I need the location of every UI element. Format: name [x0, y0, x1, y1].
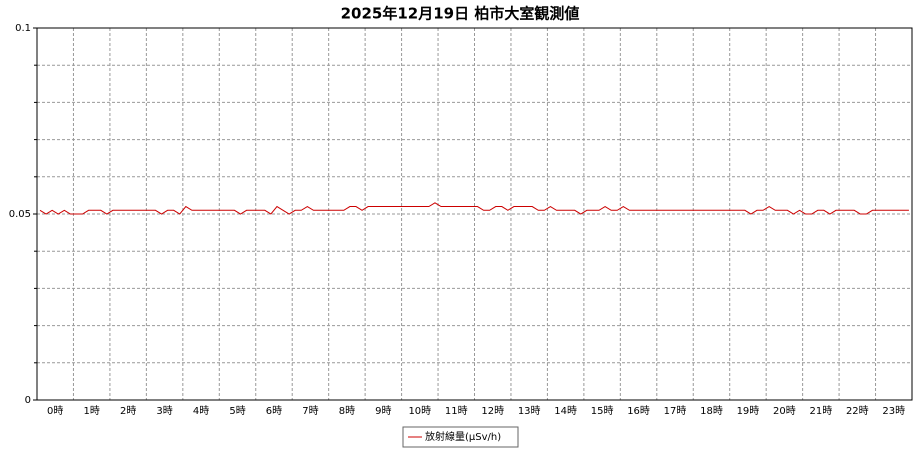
- x-tick-label: 16時: [627, 405, 650, 417]
- x-tick-label: 12時: [481, 405, 504, 417]
- data-line: [39, 202, 909, 215]
- legend: 放射線量(μSv/h): [402, 426, 519, 448]
- x-tick-label: 23時: [882, 405, 905, 417]
- x-tick-label: 11時: [445, 405, 468, 417]
- x-tick-label: 21時: [809, 405, 832, 417]
- x-tick-label: 22時: [846, 405, 869, 417]
- x-tick-label: 6時: [266, 405, 282, 417]
- x-tick-label: 7時: [302, 405, 318, 417]
- x-tick-label: 9時: [375, 405, 391, 417]
- x-tick-label: 8時: [339, 405, 355, 417]
- x-tick-label: 15時: [591, 405, 614, 417]
- x-tick-label: 4時: [193, 405, 209, 417]
- x-tick-label: 13時: [518, 405, 541, 417]
- x-tick-label: 19時: [737, 405, 760, 417]
- x-tick-label: 3時: [156, 405, 172, 417]
- x-tick-label: 17時: [664, 405, 687, 417]
- legend-box: [402, 426, 519, 448]
- x-tick-label: 5時: [229, 405, 245, 417]
- x-tick-label: 10時: [408, 405, 431, 417]
- x-tick-label: 18時: [700, 405, 723, 417]
- plot-frame: [36, 27, 913, 401]
- x-tick-label: 0時: [47, 405, 63, 417]
- y-tick-label: 0: [25, 395, 31, 406]
- y-tick-label: 0.05: [9, 209, 31, 220]
- x-tick-label: 1時: [84, 405, 100, 417]
- legend-label: 放射線量(μSv/h): [425, 430, 501, 443]
- x-tick-label: 14時: [554, 405, 577, 417]
- x-tick-label: 2時: [120, 405, 136, 417]
- chart-title: 2025年12月19日 柏市大室観測値: [341, 5, 580, 23]
- y-tick-label: 0.1: [15, 23, 31, 34]
- x-tick-label: 20時: [773, 405, 796, 417]
